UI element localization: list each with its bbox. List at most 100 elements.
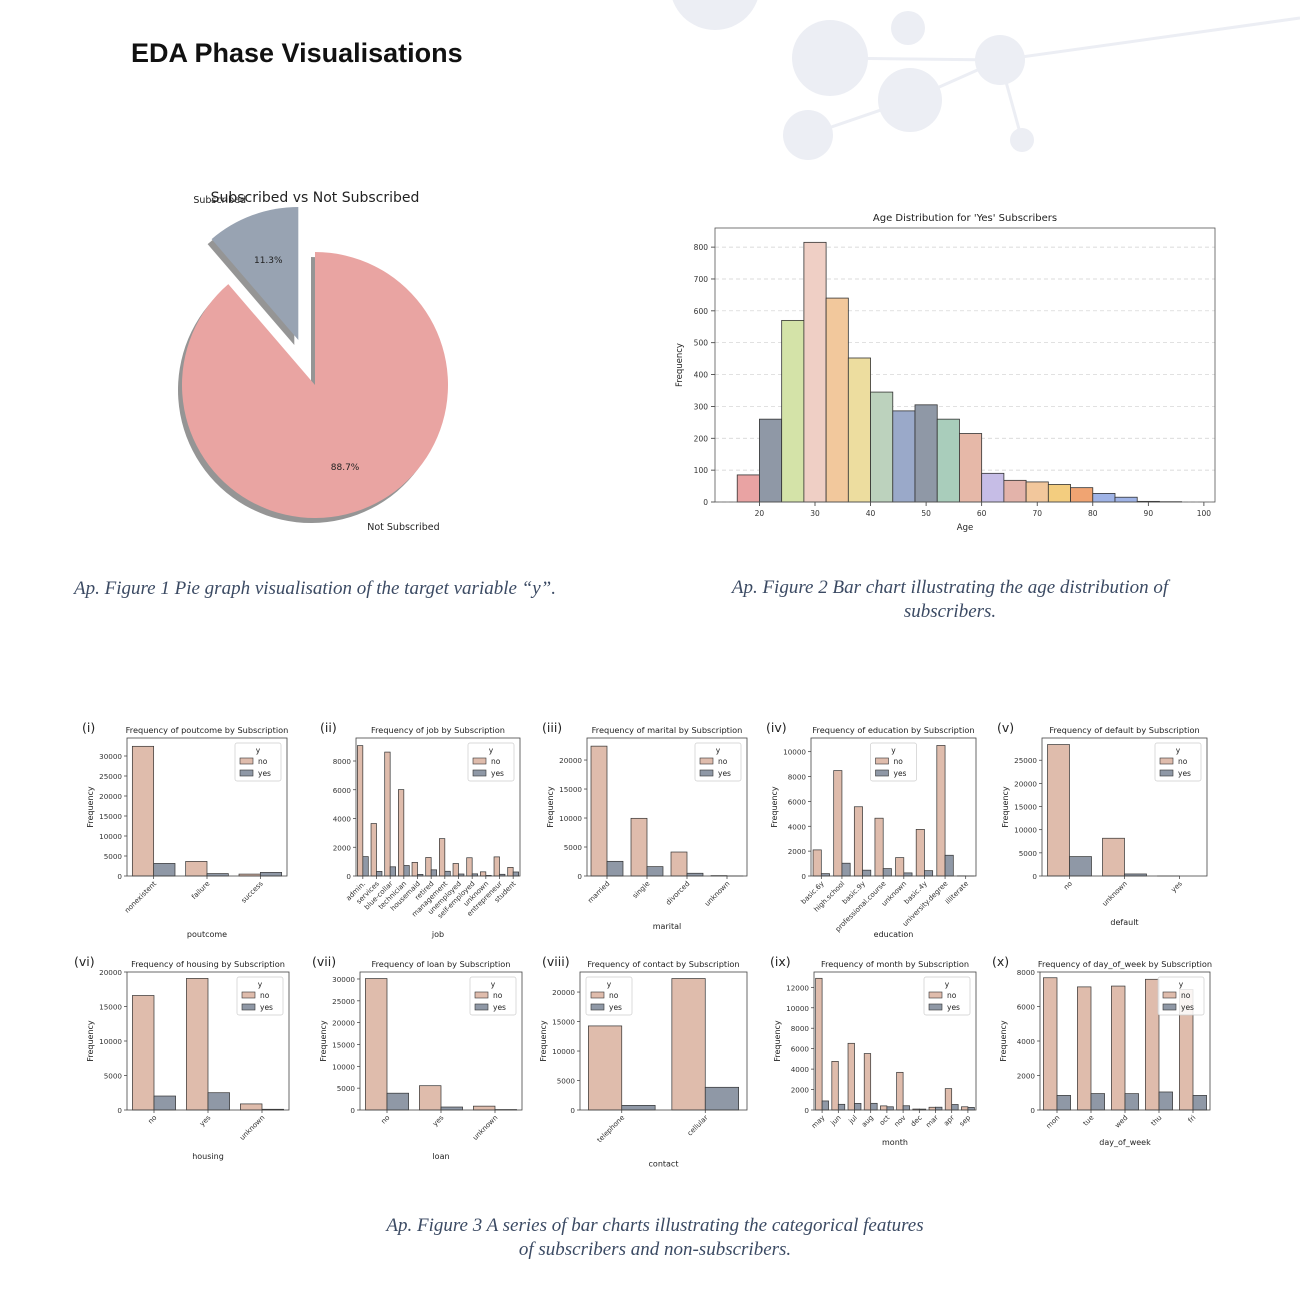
age-bar xyxy=(781,319,805,503)
caption-figure-3: Ap. Figure 3 A series of bar charts illu… xyxy=(300,1214,1010,1262)
y-tick-label: 10000 xyxy=(786,1004,809,1013)
bar-no xyxy=(357,745,364,877)
age-bar xyxy=(1025,481,1049,503)
legend-label-no: no xyxy=(947,991,957,1000)
chart-roman-label: (iv) xyxy=(766,720,787,735)
bar-no xyxy=(384,751,391,877)
caption-figure-1: Ap. Figure 1 Pie graph visualisation of … xyxy=(60,577,570,601)
bar-no xyxy=(240,1103,263,1111)
y-tick-label: 20000 xyxy=(332,1019,355,1028)
caption-figure-3-line1: Ap. Figure 3 A series of bar charts illu… xyxy=(386,1215,924,1236)
legend-swatch-yes xyxy=(241,1003,256,1011)
age-bar xyxy=(959,433,983,503)
bar-no xyxy=(831,1061,839,1111)
x-axis-label: poutcome xyxy=(187,930,227,939)
y-tick-label: 0 xyxy=(117,872,122,881)
age-bar xyxy=(736,474,760,503)
chart-roman-label: (v) xyxy=(997,720,1014,735)
legend-title: y xyxy=(489,746,494,755)
bar-yes xyxy=(951,1104,959,1111)
y-tick-label: 5000 xyxy=(337,1084,356,1093)
bars-job xyxy=(357,745,519,877)
y-tick-label: 15000 xyxy=(552,1018,575,1027)
y-tick-label: 2000 xyxy=(791,1086,810,1095)
x-tick-label: apr xyxy=(942,1114,956,1128)
legend-title: y xyxy=(1179,980,1184,989)
age-bar xyxy=(914,404,938,503)
pie-value-label: 88.7% xyxy=(331,463,360,473)
x-tick-label: dec xyxy=(909,1114,924,1129)
y-tick-label: 5000 xyxy=(557,1077,576,1086)
x-tick-label: yes xyxy=(1170,880,1184,894)
bar-no xyxy=(915,829,925,877)
pie-chart-subscribed: Subscribed vs Not Subscribed 88.7% Not Sub… xyxy=(178,190,449,533)
plot-frame xyxy=(1039,971,1211,1111)
x-tick-label: sep xyxy=(958,1113,973,1128)
age-bars xyxy=(736,241,1183,503)
caption-figure-2-line2: subscribers. xyxy=(903,601,997,622)
legend-label-yes: yes xyxy=(1178,769,1191,778)
bar-yes xyxy=(886,1106,894,1111)
legend-swatch-no xyxy=(875,757,889,765)
bar-yes xyxy=(430,869,437,877)
bar-yes xyxy=(621,1105,656,1111)
y-tick-label: 20000 xyxy=(559,756,582,765)
bar-no xyxy=(671,978,706,1111)
age-bar xyxy=(1092,492,1116,503)
legend: y no yes xyxy=(585,976,633,1016)
age-bar xyxy=(803,241,827,503)
chart-default: (v) Frequency of default by Subscription 0… xyxy=(997,720,1208,927)
bar-no xyxy=(131,745,155,877)
x-tick-label: married xyxy=(586,880,611,905)
chart-month: (ix) Frequency of month by Subscription 0 2… xyxy=(770,954,977,1147)
chart-housing: (vi) Frequency of housing by Subscription… xyxy=(74,954,290,1161)
bar-yes xyxy=(882,868,892,877)
age-bar xyxy=(1070,487,1094,503)
bar-yes xyxy=(376,871,383,877)
bar-no xyxy=(419,1085,442,1111)
y-tick-label: 25000 xyxy=(332,997,355,1006)
bar-yes xyxy=(1158,1091,1173,1111)
legend-title: y xyxy=(258,980,263,989)
chart-roman-label: (vii) xyxy=(312,954,336,969)
bar-yes xyxy=(512,871,519,877)
x-tick-label: no xyxy=(1062,880,1074,892)
bar-no xyxy=(1102,837,1125,877)
bar-no xyxy=(630,817,648,877)
bar-no xyxy=(587,1025,623,1111)
age-y-tick-label: 200 xyxy=(694,434,709,443)
caption-figure-2-line1: Ap. Figure 2 Bar chart illustrating the … xyxy=(731,577,1169,598)
x-tick-label: success xyxy=(240,880,265,905)
caption-figure-2: Ap. Figure 2 Bar chart illustrating the … xyxy=(680,576,1220,624)
x-tick-label: tue xyxy=(1082,1114,1096,1128)
age-x-axis-label: Age xyxy=(957,523,973,533)
legend-label-yes: yes xyxy=(1181,1003,1194,1012)
y-tick-label: 6000 xyxy=(788,797,807,806)
age-y-tick-label: 100 xyxy=(694,466,709,475)
age-y-axis-label: Frequency xyxy=(675,343,685,387)
legend: y no yes xyxy=(1154,742,1202,782)
bar-yes xyxy=(362,856,369,877)
chart-roman-label: (vi) xyxy=(74,954,95,969)
bar-yes xyxy=(1124,1093,1139,1111)
y-tick-label: 30000 xyxy=(99,752,122,761)
bar-no xyxy=(507,867,514,877)
y-tick-label: 2000 xyxy=(1017,1072,1036,1081)
bar-yes xyxy=(1090,1093,1105,1111)
y-tick-label: 25000 xyxy=(99,772,122,781)
x-tick-label: oct xyxy=(878,1114,892,1128)
chart-title: Frequency of default by Subscription xyxy=(1049,725,1199,735)
legend-swatch-no xyxy=(474,991,489,999)
chart-day_of_week: (x) Frequency of day_of_week by Subscript… xyxy=(992,954,1212,1147)
legend: y no yes xyxy=(694,742,742,782)
y-axis-label: Frequency xyxy=(546,786,555,828)
x-axis-label: job xyxy=(431,930,444,939)
plot-frame xyxy=(810,737,977,877)
legend-swatch-no xyxy=(699,757,714,765)
y-tick-label: 10000 xyxy=(99,1037,122,1046)
bars-month xyxy=(815,977,975,1111)
age-x-tick-label: 90 xyxy=(1144,509,1154,518)
bar-yes xyxy=(944,854,954,877)
legend-swatch-yes xyxy=(1159,769,1174,777)
